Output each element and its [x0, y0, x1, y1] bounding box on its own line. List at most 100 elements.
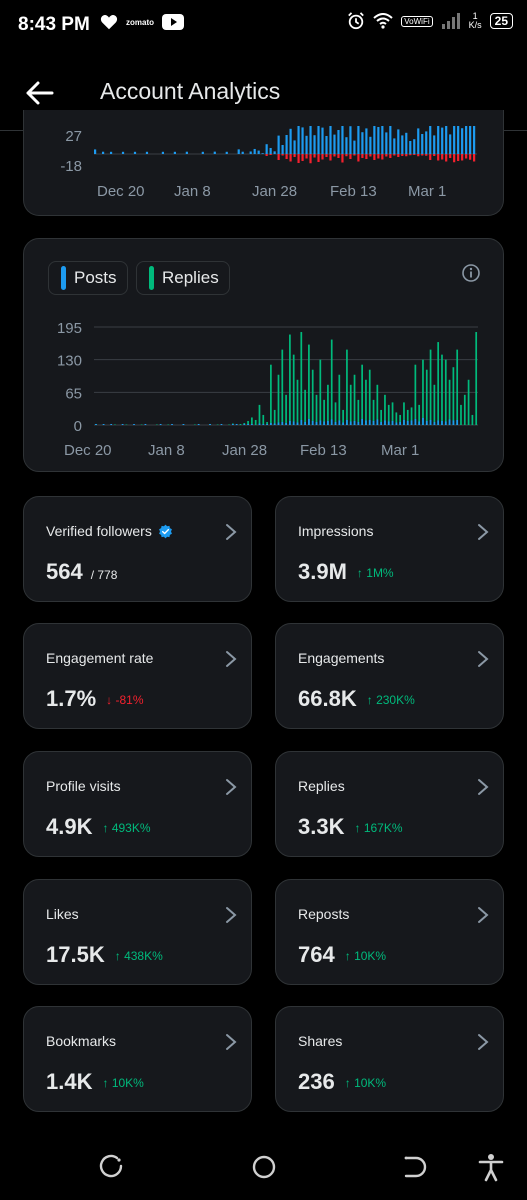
- net-gain-bar: [445, 126, 448, 154]
- net-gain-bar: [241, 151, 244, 154]
- stat-value-row: 236 ↑ 10K%: [298, 1069, 386, 1095]
- home-icon[interactable]: [249, 1152, 279, 1182]
- net-loss-bar: [305, 154, 308, 159]
- net-loss-bar: [281, 154, 284, 156]
- stat-card-replies[interactable]: Replies 3.3K ↑ 167K%: [275, 751, 504, 857]
- posts-bar: [110, 424, 113, 425]
- net-loss-bar: [313, 154, 316, 158]
- net-gain-bar: [321, 127, 324, 154]
- stat-label: Likes: [46, 906, 79, 922]
- net-loss-bar: [413, 154, 416, 155]
- posts-bar: [133, 424, 135, 425]
- replies-bar: [410, 407, 413, 425]
- replies-bar: [463, 394, 466, 425]
- net-gain-bar: [109, 151, 113, 154]
- posts-bar: [285, 422, 287, 425]
- net-loss-bar: [473, 154, 476, 162]
- x-tick-label: Dec 20: [97, 183, 145, 200]
- back-gesture-icon[interactable]: [400, 1152, 430, 1182]
- net-loss-bar: [437, 154, 440, 161]
- stat-card-reposts[interactable]: Reposts 764 ↑ 10K%: [275, 879, 504, 985]
- posts-bar: [422, 417, 424, 425]
- replies-bar: [239, 423, 242, 425]
- chevron-right-icon: [226, 524, 237, 540]
- stat-card-verified-followers[interactable]: Verified followers 564 / 778: [23, 496, 252, 602]
- replies-bar: [418, 404, 421, 425]
- net-gain-bar: [365, 128, 368, 154]
- arrow-left-icon[interactable]: [22, 76, 56, 110]
- stat-card-profile-visits[interactable]: Profile visits 4.9K ↑ 493K%: [23, 751, 252, 857]
- posts-bar: [258, 423, 261, 425]
- replies-bar: [228, 424, 230, 425]
- stat-value: 4.9K: [46, 814, 93, 839]
- net-loss-bar: [453, 154, 456, 163]
- replies-bar: [395, 412, 398, 425]
- posts-bar: [232, 423, 234, 425]
- legend-posts[interactable]: Posts: [48, 261, 128, 295]
- net-loss-bar: [357, 154, 360, 162]
- stat-value-row: 764 ↑ 10K%: [298, 942, 386, 968]
- accessibility-icon[interactable]: [476, 1152, 506, 1182]
- stat-card-impressions[interactable]: Impressions 3.9M ↑ 1M%: [275, 496, 504, 602]
- replies-bar: [281, 349, 284, 425]
- net-loss-bar: [409, 154, 412, 156]
- info-icon[interactable]: [461, 263, 481, 283]
- replies-bar: [441, 354, 443, 425]
- recents-icon[interactable]: [97, 1152, 127, 1182]
- replies-bar: [304, 389, 306, 425]
- net-gain-bar: [357, 126, 360, 154]
- net-loss-bar: [373, 154, 376, 160]
- arrow-up-icon: ↑: [102, 821, 112, 836]
- stat-card-likes[interactable]: Likes 17.5K ↑ 438K%: [23, 879, 252, 985]
- replies-bar: [330, 339, 333, 425]
- net-gain-bar: [133, 151, 137, 154]
- net-gain-bar: [461, 128, 464, 154]
- net-loss-bar: [465, 154, 468, 159]
- net-loss-bar: [441, 154, 444, 160]
- net-loss-bar: [317, 154, 320, 162]
- posts-replies-chart: 195 130 65 0 Dec 20 Jan 8 Jan 28 Feb 13 Mar 1: [57, 320, 478, 459]
- posts-bar: [182, 424, 185, 425]
- net-loss-bar: [297, 154, 300, 163]
- net-gain-bar: [381, 126, 384, 154]
- net-gain-bar: [273, 151, 276, 154]
- replies-bar: [387, 404, 390, 425]
- heart-icon: [100, 15, 118, 30]
- net-loss-bar: [445, 154, 448, 162]
- posts-bar: [368, 419, 371, 425]
- stat-card-shares[interactable]: Shares 236 ↑ 10K%: [275, 1006, 504, 1112]
- page-title: Account Analytics: [100, 78, 281, 104]
- legend-replies[interactable]: Replies: [136, 261, 230, 295]
- replies-bar: [422, 359, 424, 425]
- replies-bar: [300, 332, 303, 425]
- replies-bar: [399, 414, 402, 425]
- arrow-up-icon: ↑: [344, 949, 355, 964]
- net-loss-bar: [429, 154, 432, 160]
- net-loss-bar: [381, 154, 384, 160]
- replies-bar: [258, 404, 261, 425]
- net-gain-bar: [417, 128, 420, 154]
- replies-bar: [365, 379, 367, 425]
- net-gain-bar: [457, 126, 460, 154]
- net-gain-bar: [313, 135, 316, 154]
- posts-bar: [296, 422, 299, 425]
- replies-bar: [437, 342, 440, 425]
- replies-bar: [334, 402, 337, 425]
- posts-bar: [308, 418, 310, 425]
- replies-bar: [270, 364, 272, 425]
- net-gain-bar: [145, 151, 149, 154]
- replies-bar: [193, 424, 196, 425]
- stat-card-engagement-rate[interactable]: Engagement rate 1.7% ↓ -81%: [23, 623, 252, 729]
- stat-card-engagements[interactable]: Engagements 66.8K ↑ 230K%: [275, 623, 504, 729]
- replies-bar: [456, 349, 459, 425]
- replies-bar: [372, 399, 375, 425]
- net-loss-bar: [417, 154, 420, 157]
- net-gain-bar: [301, 127, 304, 154]
- posts-bar: [315, 421, 318, 425]
- net-loss-bar: [365, 154, 368, 159]
- stat-value: 1.7%: [46, 686, 97, 711]
- net-gain-bar: [269, 148, 272, 154]
- net-loss-bar: [421, 154, 424, 156]
- stat-card-bookmarks[interactable]: Bookmarks 1.4K ↑ 10K%: [23, 1006, 252, 1112]
- replies-bar: [114, 424, 116, 425]
